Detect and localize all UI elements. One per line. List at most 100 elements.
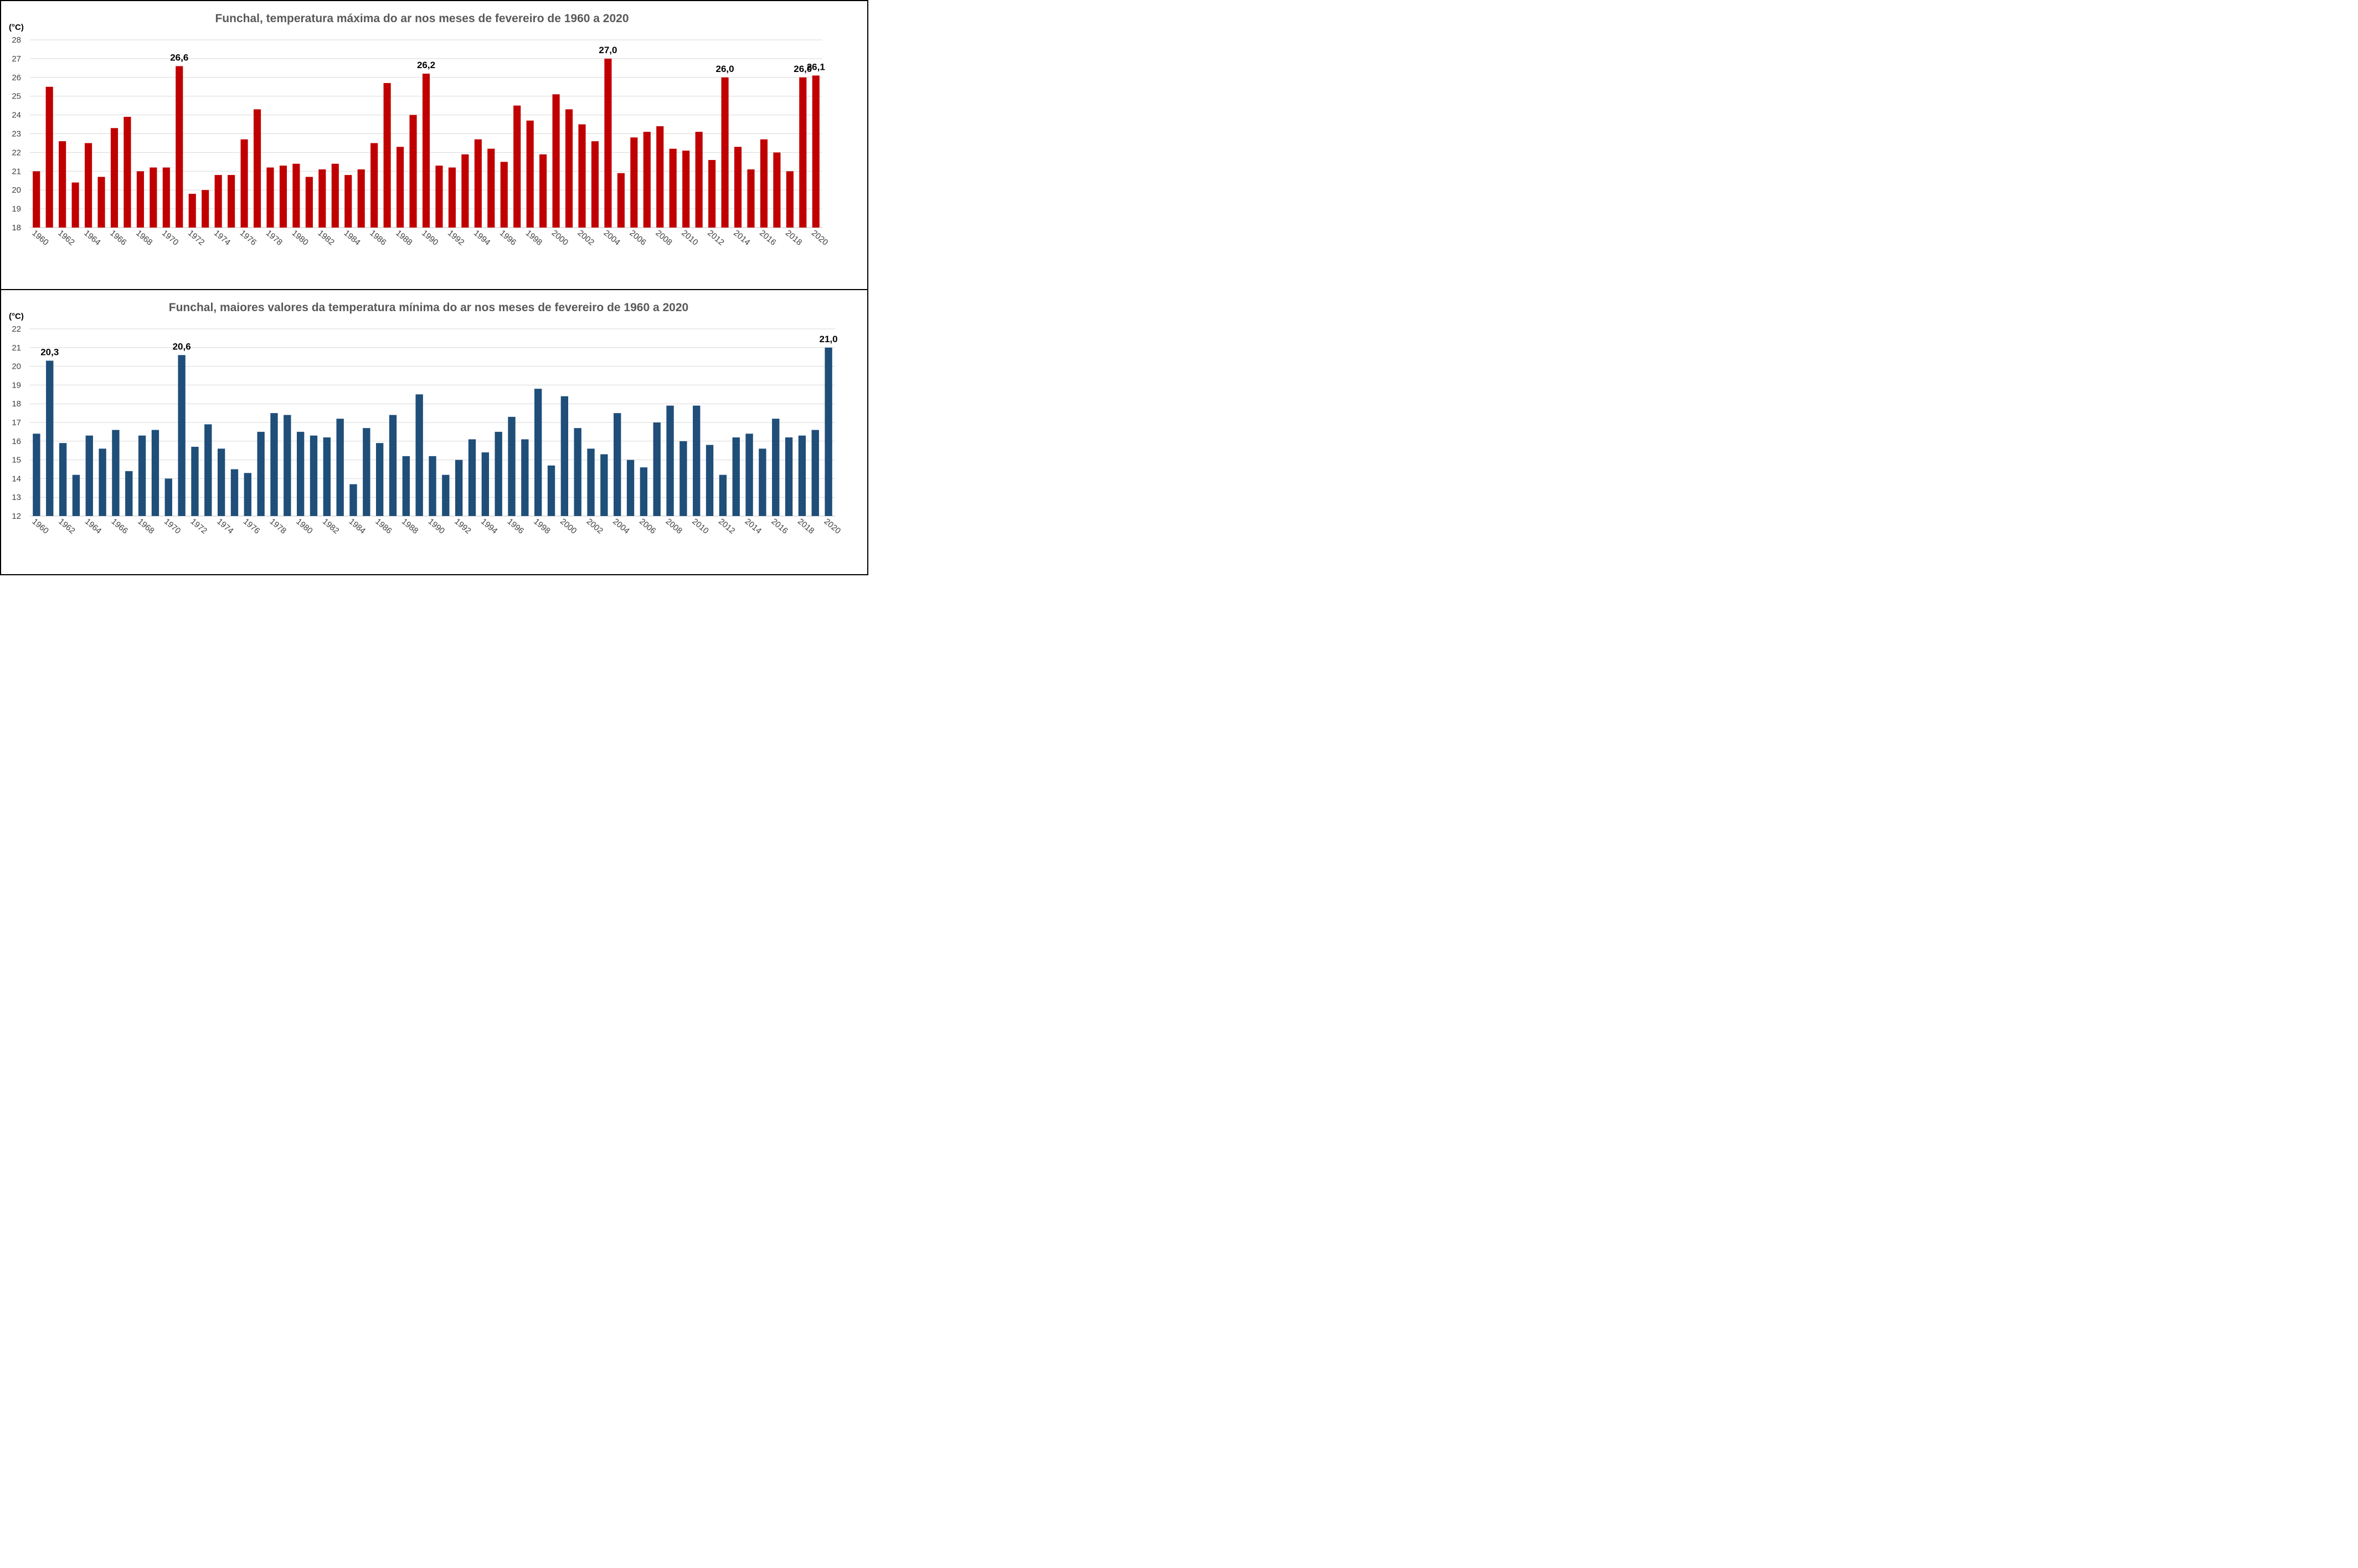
bar-2019 xyxy=(811,430,819,516)
bar-2010 xyxy=(682,151,690,228)
bar-2013 xyxy=(732,437,740,516)
figure-frame: Funchal, temperatura máxima do ar nos me… xyxy=(0,0,868,575)
y-tick-label: 14 xyxy=(12,474,21,483)
x-tick-label: 2012 xyxy=(706,228,725,247)
bar-1986 xyxy=(370,143,378,228)
bar-2010 xyxy=(693,405,701,516)
bar-2007 xyxy=(653,422,661,516)
bar-1983 xyxy=(336,419,344,516)
bar-2008 xyxy=(666,405,674,516)
x-tick-label: 2000 xyxy=(558,517,578,535)
bar-1963 xyxy=(71,182,79,228)
y-tick-label: 24 xyxy=(12,111,21,120)
bar-2014 xyxy=(734,147,742,228)
bar-1995 xyxy=(495,431,502,516)
y-axis-unit-label: (°C) xyxy=(9,312,24,321)
bar-1998 xyxy=(526,120,534,228)
bar-2003 xyxy=(600,454,608,516)
chart-panel-min-temperature: Funchal, maiores valores da temperatura … xyxy=(1,289,867,575)
x-tick-label: 2006 xyxy=(637,517,657,535)
bar-2017 xyxy=(785,437,793,516)
bar-2008 xyxy=(656,126,664,228)
bar-1960 xyxy=(33,171,40,228)
bar-1966 xyxy=(112,430,120,516)
bar-1997 xyxy=(521,439,529,516)
bar-2011 xyxy=(695,132,703,228)
bar-1977 xyxy=(253,109,261,228)
bar-1985 xyxy=(357,169,365,228)
min-temperature-chart: Funchal, maiores valores da temperatura … xyxy=(9,301,842,536)
y-tick-label: 21 xyxy=(12,343,21,353)
x-tick-label: 1972 xyxy=(189,517,209,535)
x-tick-label: 1974 xyxy=(212,228,232,247)
y-tick-label: 19 xyxy=(12,380,21,390)
bar-1975 xyxy=(230,469,239,516)
x-tick-label: 2000 xyxy=(550,228,570,247)
y-tick-label: 13 xyxy=(12,493,21,502)
bar-1988 xyxy=(402,456,410,516)
bar-1981 xyxy=(310,435,318,516)
bar-1991 xyxy=(442,474,450,516)
bar-1979 xyxy=(279,166,287,228)
bar-2015 xyxy=(759,448,766,516)
x-tick-label: 1978 xyxy=(268,517,288,535)
data-label-2020: 21,0 xyxy=(820,334,838,344)
data-label-2019: 26,0 xyxy=(794,64,812,74)
x-tick-label: 2014 xyxy=(732,228,751,247)
x-tick-label: 1966 xyxy=(108,228,128,247)
bar-1987 xyxy=(389,415,397,516)
bar-2015 xyxy=(747,169,755,228)
bar-2006 xyxy=(630,137,638,228)
bar-2012 xyxy=(719,474,727,516)
x-tick-label: 1986 xyxy=(368,228,388,247)
y-tick-label: 12 xyxy=(12,512,21,521)
bar-1981 xyxy=(305,177,313,228)
x-tick-label: 2008 xyxy=(664,517,684,535)
bar-1999 xyxy=(547,465,555,516)
bar-1976 xyxy=(240,139,248,228)
bar-2014 xyxy=(745,434,753,516)
x-tick-label: 1980 xyxy=(294,517,314,535)
chart-title: Funchal, maiores valores da temperatura … xyxy=(169,301,688,314)
y-tick-label: 22 xyxy=(12,148,21,157)
bar-1996 xyxy=(500,162,508,228)
bar-1994 xyxy=(474,139,482,228)
bar-1997 xyxy=(513,105,521,228)
bar-1987 xyxy=(383,82,391,228)
bar-1972 xyxy=(188,193,196,228)
bar-1998 xyxy=(534,389,542,516)
x-tick-label: 1990 xyxy=(420,228,440,247)
y-tick-label: 23 xyxy=(12,130,21,139)
x-tick-label: 1962 xyxy=(56,517,76,535)
bar-2001 xyxy=(574,428,581,516)
data-label-1990: 26,2 xyxy=(417,60,435,70)
bar-1991 xyxy=(435,166,443,228)
x-tick-label: 2016 xyxy=(758,228,778,247)
x-tick-label: 1980 xyxy=(290,228,310,247)
bar-2018 xyxy=(786,171,794,228)
bar-1975 xyxy=(228,175,235,228)
bar-1993 xyxy=(461,154,469,228)
data-label-2004: 27,0 xyxy=(599,45,617,55)
x-tick-label: 2020 xyxy=(822,517,842,535)
bar-1964 xyxy=(85,435,93,516)
bar-1979 xyxy=(284,415,291,516)
y-tick-label: 25 xyxy=(12,92,21,101)
x-tick-label: 1984 xyxy=(347,517,367,535)
bar-1999 xyxy=(539,154,547,228)
bar-1962 xyxy=(59,141,66,228)
x-tick-label: 2004 xyxy=(602,228,622,247)
bar-1985 xyxy=(363,428,370,516)
bar-2005 xyxy=(626,460,635,516)
y-tick-label: 17 xyxy=(12,418,21,427)
x-tick-label: 2018 xyxy=(784,228,804,247)
bar-2004 xyxy=(604,58,612,228)
x-tick-label: 1968 xyxy=(134,228,154,247)
bar-2007 xyxy=(643,132,651,228)
x-tick-label: 1960 xyxy=(30,228,50,247)
bar-1968 xyxy=(138,435,146,516)
x-tick-label: 1974 xyxy=(215,517,235,535)
bar-1970 xyxy=(162,167,170,228)
bar-1963 xyxy=(72,474,80,516)
bar-1986 xyxy=(375,443,384,516)
